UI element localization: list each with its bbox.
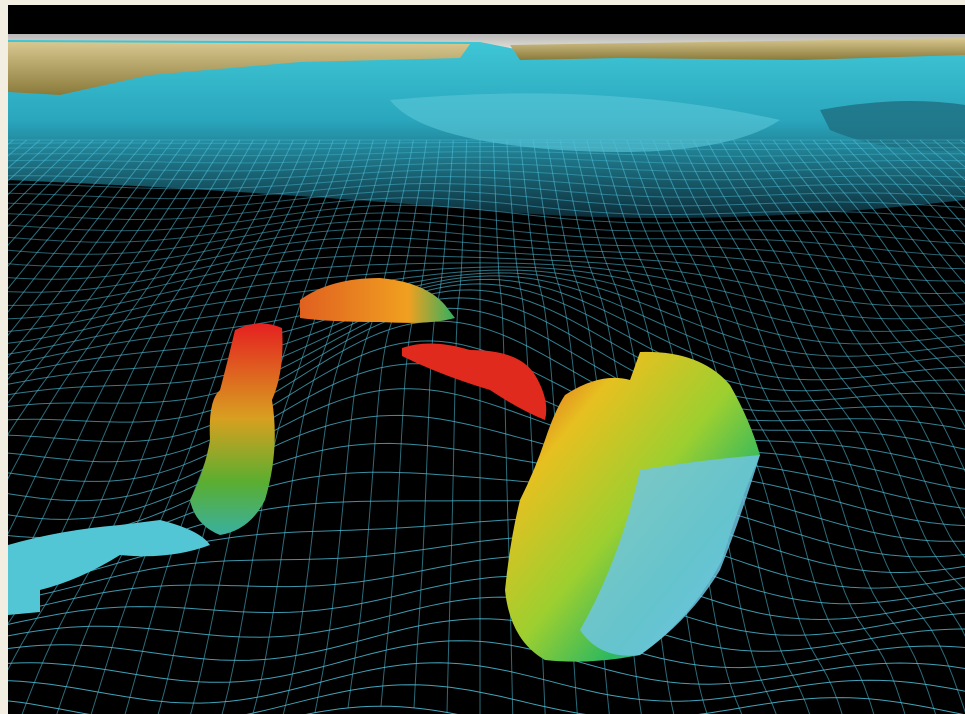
wireframe-line: [8, 139, 161, 336]
wireframe-line: [8, 237, 965, 282]
wireframe-line: [8, 283, 965, 392]
wireframe-line: [719, 139, 965, 559]
orange-ridge: [300, 278, 455, 323]
wireframe-line: [8, 684, 964, 714]
wireframe-line: [8, 139, 148, 313]
wireframe-line: [8, 139, 228, 480]
wireframe-line: [8, 139, 174, 359]
wireframe-line: [8, 388, 965, 509]
wireframe-line: [8, 139, 241, 535]
wireframe-line: [852, 139, 965, 265]
wireframe-line: [8, 139, 134, 290]
shallow-area: [390, 93, 780, 152]
land-right: [510, 38, 965, 60]
wireframe-line: [8, 307, 965, 431]
wireframe-line: [8, 269, 965, 345]
wireframe-line: [8, 289, 965, 402]
wireframe-line: [446, 139, 468, 713]
wireframe-line: [8, 255, 965, 307]
wireframe-line: [8, 228, 965, 270]
wireframe-line: [282, 139, 401, 714]
wireframe-line: [8, 139, 188, 380]
wireframe-line: [639, 139, 875, 714]
wireframe-line: [90, 139, 321, 714]
wireframe-line: [772, 139, 965, 393]
wireframe-line: [8, 442, 965, 542]
wireframe-line: [8, 272, 965, 357]
wireframe-line: [347, 139, 428, 708]
wireframe-line: [8, 266, 965, 332]
wireframe-line: [799, 139, 965, 343]
wireframe-line: [8, 139, 254, 586]
wireframe-line: [732, 139, 965, 520]
wireframe-line: [8, 536, 965, 605]
wireframe-line: [8, 139, 201, 404]
wireframe-line: [786, 139, 965, 365]
red-ridge: [402, 343, 547, 420]
wireframe-line: [652, 139, 906, 714]
wireframe-line: [8, 139, 281, 671]
wireframe-line: [8, 139, 214, 436]
wireframe-line: [812, 139, 965, 324]
wireframe-line: [380, 139, 441, 707]
wireframe-line: [8, 278, 965, 381]
wireframe-line: [8, 320, 965, 450]
wireframe-line: [8, 297, 965, 412]
cyan-shelf: [8, 520, 210, 615]
wireframe-line: [8, 204, 965, 232]
wireframe-line: [8, 182, 965, 200]
wireframe-line: [8, 220, 965, 257]
wireframe-line: [8, 141, 965, 145]
wireframe-line: [221, 139, 374, 714]
wireframe-line: [839, 139, 965, 285]
wireframe-line: [413, 139, 454, 708]
wireframe-line: [706, 139, 965, 591]
wireframe-line: [8, 162, 965, 172]
wireframe-line: [8, 414, 965, 527]
wireframe-line: [8, 275, 965, 369]
wireframe-line: [314, 139, 414, 713]
wireframe-line: [866, 139, 965, 246]
wireframe-line: [56, 139, 308, 714]
wireframe-line: [679, 139, 965, 714]
land-left: [8, 42, 470, 95]
render-frame: [8, 5, 965, 714]
wireframe-line: [8, 139, 108, 246]
ridge-far: [820, 101, 965, 151]
wireframe-line: [666, 139, 937, 714]
wireframe-line: [8, 212, 965, 245]
red-column: [190, 323, 283, 535]
feature-shelf: [580, 455, 760, 656]
wireframe-line: [252, 139, 388, 714]
wireframe-line: [21, 139, 294, 714]
wireframe-line: [8, 139, 268, 625]
wireframe-line: [746, 139, 965, 473]
wireframe-line: [759, 139, 965, 428]
wireframe-line: [8, 596, 965, 652]
wireframe-line: [8, 156, 965, 165]
wireframe-line: [8, 169, 965, 181]
wireframe-line: [8, 176, 965, 190]
wireframe-line: [826, 139, 965, 305]
wireframe-line: [8, 190, 965, 210]
wireframe-line: [8, 262, 965, 320]
wireframe-line: [8, 139, 121, 267]
wireframe-line: [8, 618, 965, 669]
wireframe-line: [8, 146, 965, 150]
wireframe-line: [692, 139, 965, 637]
wireframe-line: [8, 575, 965, 636]
wireframe-line: [8, 245, 965, 294]
wireframe-line: [8, 640, 965, 685]
